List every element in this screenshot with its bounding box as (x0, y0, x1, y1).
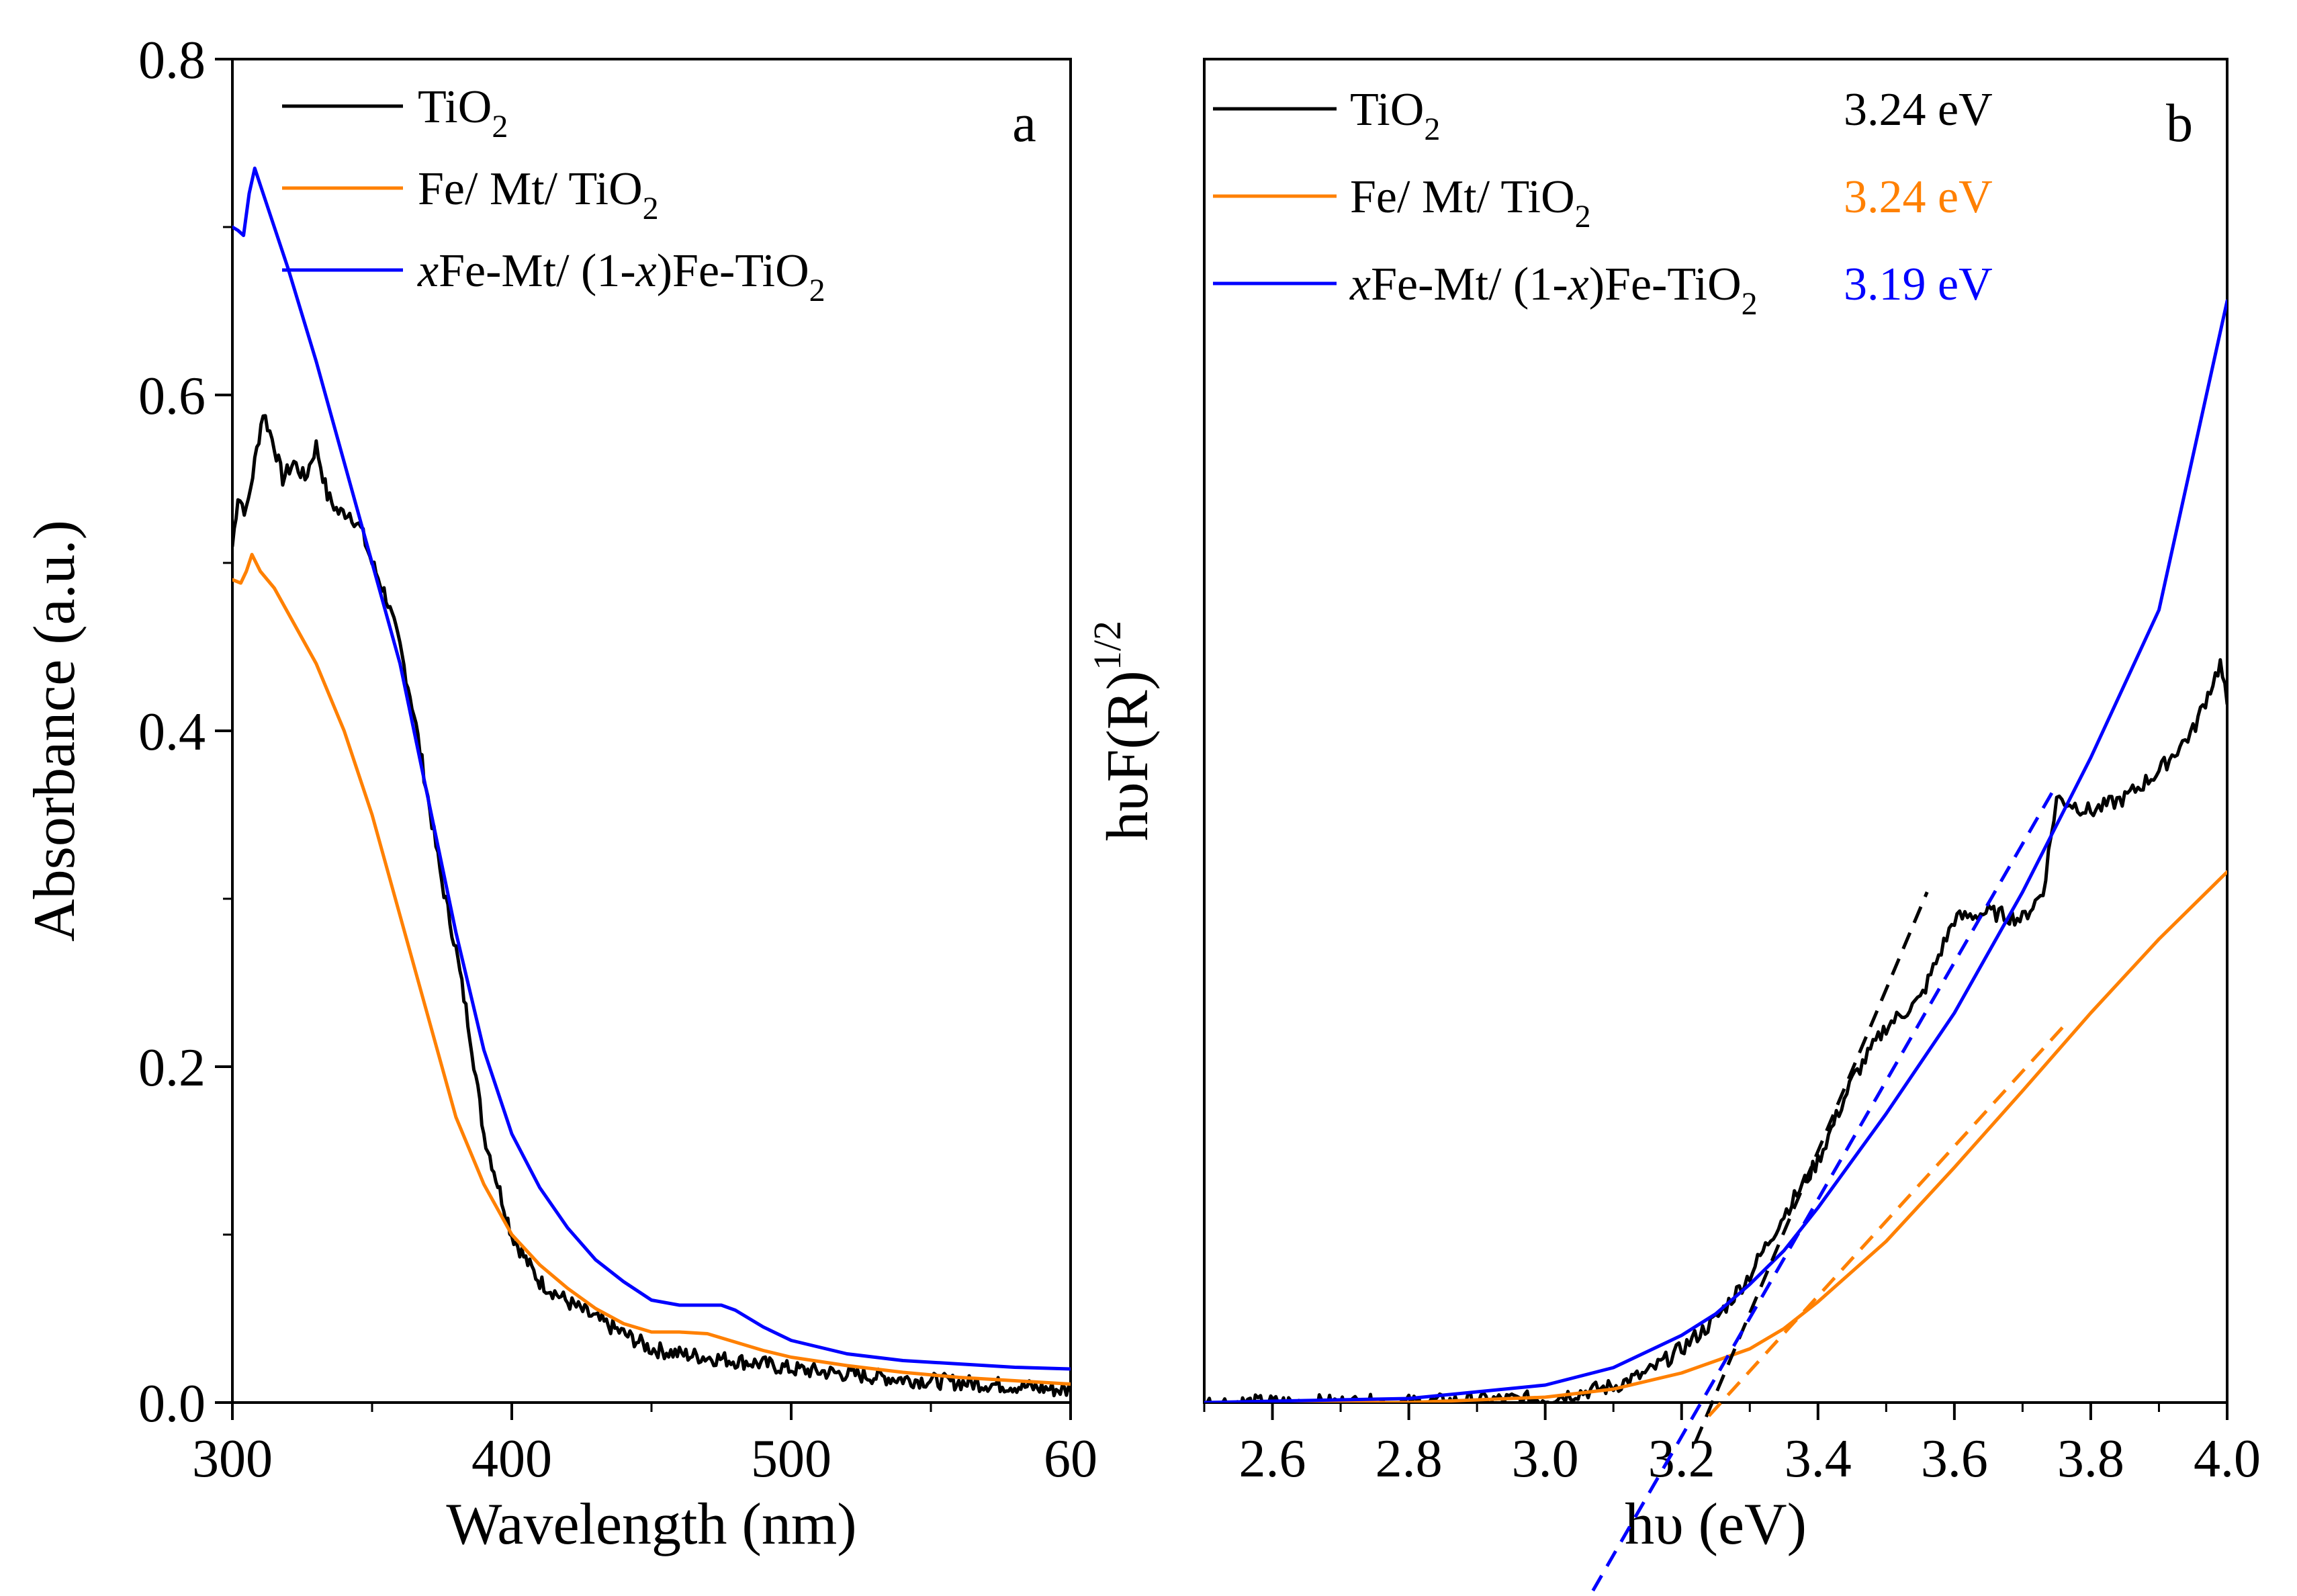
x-tick-label: 3.8 (2057, 1429, 2124, 1489)
panel-label: b (2166, 94, 2193, 153)
legend-label-xfe-mt-1-x-fe-tio2: xFe-Mt/ (1-x)Fe-TiO2 (1349, 259, 1758, 322)
x-tick-label: 400 (471, 1429, 552, 1489)
y-tick-label: 0.4 (138, 703, 206, 762)
band-gap-value-xfe-mt-1-x-fe-tio2: 3.19 eV (1844, 259, 1993, 310)
y-tick-label: 0.8 (138, 31, 206, 90)
legend-label-xfe-mt-1-x-fe-tio2: xFe-Mt/ (1-x)Fe-TiO2 (417, 245, 825, 308)
x-tick-label: 3.4 (1785, 1429, 1852, 1489)
legend-label-fe-mt-tio2: Fe/ Mt/ TiO2 (1350, 171, 1591, 234)
series-line-xfe-mt-1-x-fe-tio2 (1204, 299, 2227, 1403)
x-tick-label: 3.0 (1512, 1429, 1579, 1489)
x-tick-label: 4.0 (2194, 1429, 2261, 1489)
tangent-line-tio2 (1693, 891, 1929, 1444)
legend-label-tio2: TiO2 (418, 81, 508, 144)
legend-label-fe-mt-tio2: Fe/ Mt/ TiO2 (418, 163, 659, 226)
series-line-fe-mt-tio2 (232, 553, 1071, 1386)
legend-label-tio2: TiO2 (1350, 84, 1440, 147)
series-line-xfe-mt-1-x-fe-tio2 (232, 167, 1071, 1371)
panel-a: 300 400 500 60 0.0 0.2 0.4 0.6 0.8 Wavelength (nm… (22, 31, 1097, 1557)
x-tick-label: 3.6 (1921, 1429, 1988, 1489)
plot-frame (1203, 58, 2228, 1404)
x-tick-label: 300 (192, 1429, 273, 1489)
tangent-line-xfe-mt-1-x-fe-tio2 (1591, 783, 2059, 1592)
series-line-tio2 (232, 414, 1071, 1398)
tangent-line-fe-mt-tio2 (1707, 1025, 2065, 1417)
x-tick-label: 2.6 (1239, 1429, 1306, 1489)
x-tick-label: 60 (1044, 1429, 1097, 1489)
band-gap-value-tio2: 3.24 eV (1844, 84, 1993, 136)
x-axis-title: hυ (eV) (1625, 1492, 1807, 1557)
x-tick-label: 2.8 (1376, 1429, 1443, 1489)
x-axis-title: Wavelength (nm) (446, 1492, 856, 1557)
band-gap-value-fe-mt-tio2: 3.24 eV (1844, 171, 1993, 223)
series-line-tio2 (1205, 658, 2227, 1403)
x-tick-label: 500 (751, 1429, 831, 1489)
panel-label: a (1012, 94, 1036, 153)
y-axis-title: hυF(R)1/2 (1085, 621, 1161, 841)
y-tick-label: 0.2 (138, 1038, 206, 1098)
y-axis-title: Absorbance (a.u.) (22, 520, 87, 942)
series-line-fe-mt-tio2 (1204, 870, 2227, 1403)
y-tick-label: 0.0 (138, 1374, 206, 1433)
y-tick-label: 0.6 (138, 367, 206, 426)
panel-b: 2.6 2.8 3.0 3.2 3.4 3.6 3.8 4.0hυ (eV)hυF(R)1/2… (1085, 58, 2261, 1592)
